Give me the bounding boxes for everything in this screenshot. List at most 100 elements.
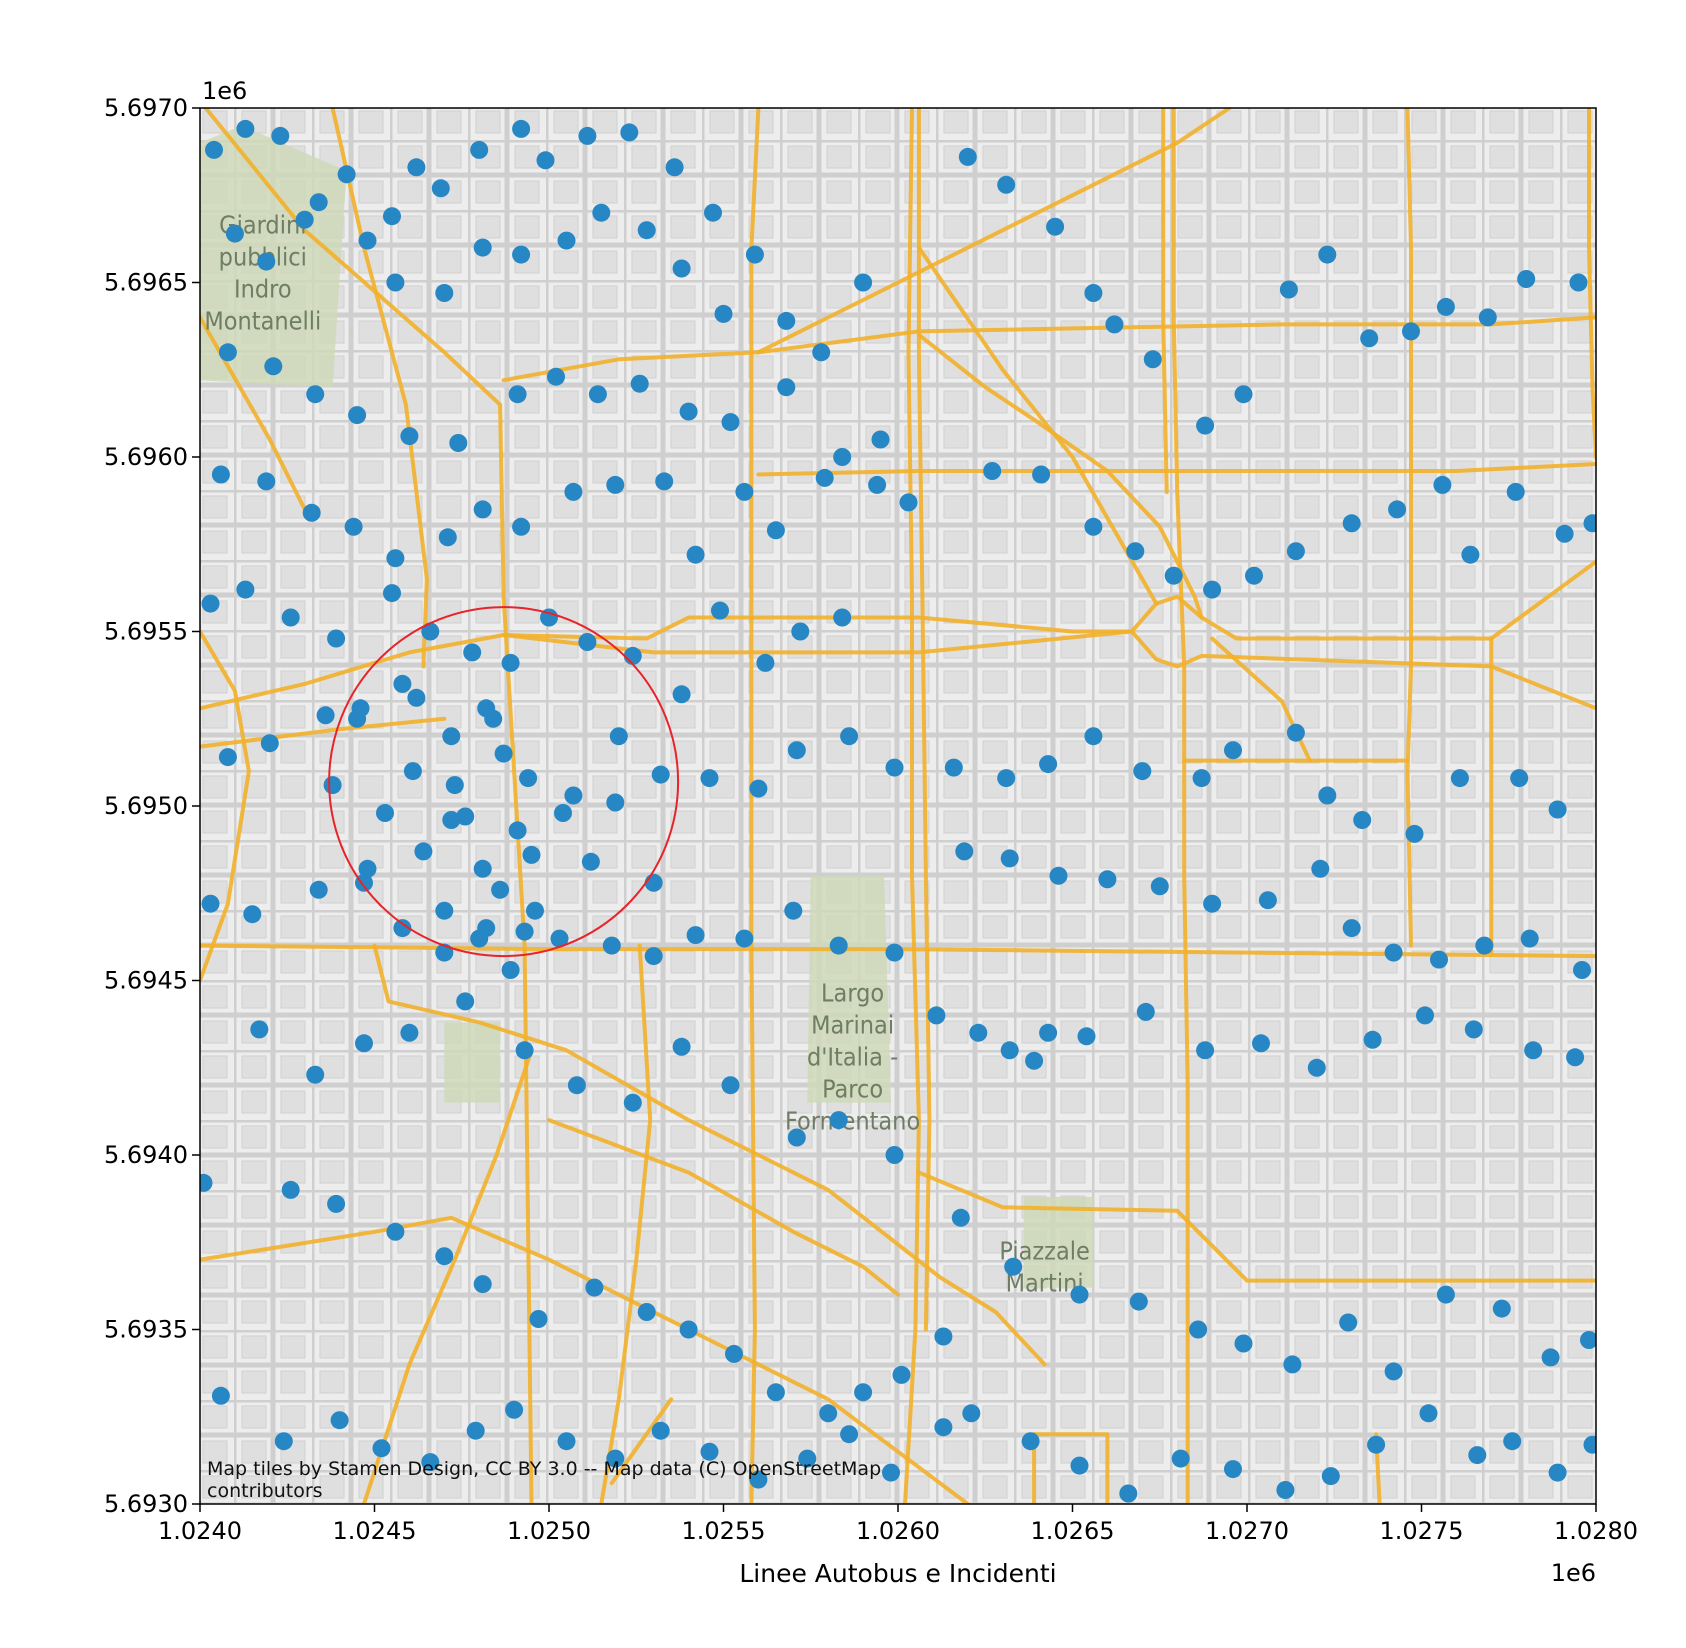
- incident-point: [934, 1418, 953, 1437]
- incident-point: [585, 1278, 604, 1297]
- incident-point: [745, 245, 764, 264]
- x-tick-label: 1.0265: [1031, 1517, 1115, 1545]
- incident-point: [564, 482, 583, 501]
- incident-point: [473, 859, 492, 878]
- incident-point: [637, 1303, 656, 1321]
- incident-point: [1573, 961, 1591, 979]
- bus-line: [200, 716, 447, 749]
- incident-point: [358, 859, 377, 878]
- incident-point: [784, 901, 803, 920]
- incident-point: [1360, 329, 1379, 348]
- incident-point: [1548, 800, 1567, 819]
- incident-point: [644, 873, 663, 892]
- incident-point: [515, 1041, 534, 1060]
- y-tick-label: 5.6960: [104, 443, 188, 471]
- incident-point: [456, 992, 475, 1011]
- incident-point: [969, 1023, 988, 1042]
- incident-point: [445, 776, 464, 795]
- map-place-label-line: Formentano: [785, 1106, 920, 1135]
- x-tick-label: 1.0245: [333, 1517, 417, 1545]
- incident-point: [281, 1180, 300, 1199]
- incident-point: [355, 1034, 373, 1053]
- incident-point: [393, 674, 412, 693]
- incident-point: [1224, 741, 1242, 760]
- incident-point: [414, 842, 433, 861]
- incident-point: [1196, 416, 1215, 435]
- incident-point: [236, 119, 255, 138]
- bus-line: [916, 332, 1204, 620]
- incident-point: [1363, 1030, 1382, 1049]
- incident-point: [592, 203, 611, 222]
- incident-point: [1084, 727, 1103, 746]
- incident-point: [620, 123, 639, 142]
- incident-point: [1342, 514, 1361, 533]
- incident-point: [407, 158, 426, 177]
- incident-point: [1318, 245, 1337, 264]
- incident-point: [791, 622, 810, 641]
- incident-point: [854, 273, 873, 292]
- attribution-line-1: Map tiles by Stamen Design, CC BY 3.0 --…: [207, 1458, 881, 1480]
- x-tick-label: 1.0255: [682, 1517, 766, 1545]
- incident-point: [679, 1320, 698, 1339]
- park-area: [1023, 1196, 1094, 1288]
- incident-point: [588, 385, 607, 404]
- attribution: Map tiles by Stamen Design, CC BY 3.0 --…: [207, 1458, 881, 1502]
- incident-point: [1311, 859, 1330, 878]
- map-place-label-line: Parco: [822, 1074, 883, 1103]
- incident-point: [955, 842, 974, 861]
- incident-point: [665, 158, 684, 177]
- incident-point: [1503, 1432, 1522, 1451]
- incident-point: [578, 126, 597, 145]
- incident-point: [236, 580, 255, 599]
- incident-point: [1234, 385, 1253, 404]
- incident-point: [501, 653, 520, 672]
- incident-point: [766, 1383, 785, 1402]
- incident-point: [777, 378, 796, 397]
- focus-circle: [328, 606, 680, 958]
- incident-point: [281, 608, 300, 627]
- incident-point: [704, 203, 722, 222]
- incident-point: [606, 1449, 625, 1468]
- incident-point: [1070, 1456, 1089, 1475]
- bus-line: [599, 943, 653, 1504]
- incident-point: [295, 210, 314, 229]
- incident-point: [700, 769, 719, 788]
- incident-point: [512, 517, 531, 536]
- incident-point: [508, 821, 527, 840]
- incident-point: [1203, 894, 1222, 913]
- incident-point: [672, 259, 691, 278]
- incident-points: [200, 119, 1596, 1503]
- incident-point: [1388, 500, 1407, 519]
- incident-point: [306, 385, 325, 404]
- incident-point: [711, 601, 729, 620]
- incident-point: [211, 1386, 230, 1405]
- bus-line: [372, 943, 1047, 1367]
- incident-point: [686, 926, 705, 945]
- incident-point: [330, 1411, 349, 1430]
- incident-point: [721, 413, 740, 432]
- bus-line: [756, 462, 1596, 477]
- incident-point: [201, 594, 220, 613]
- incident-point: [205, 140, 223, 159]
- x-tick-label: 1.0250: [507, 1517, 591, 1545]
- incident-point: [1258, 891, 1277, 910]
- y-tick-label: 5.6940: [104, 1141, 188, 1169]
- incident-point: [1196, 1041, 1215, 1060]
- incident-point: [393, 919, 412, 938]
- map-place-label-line: Marinai: [811, 1010, 894, 1039]
- bus-line: [501, 629, 1596, 711]
- incident-point: [1583, 514, 1596, 533]
- incident-point: [833, 448, 852, 466]
- incident-point: [470, 929, 489, 948]
- incident-point: [466, 1421, 485, 1440]
- incident-point: [1450, 769, 1469, 788]
- incident-point: [400, 1023, 419, 1042]
- incident-point: [854, 1383, 873, 1402]
- incident-point: [787, 741, 806, 760]
- incident-point: [1430, 950, 1448, 969]
- incident-point: [1136, 1002, 1155, 1021]
- incident-point: [260, 734, 279, 753]
- incident-point: [1307, 1058, 1326, 1077]
- incident-point: [327, 629, 346, 648]
